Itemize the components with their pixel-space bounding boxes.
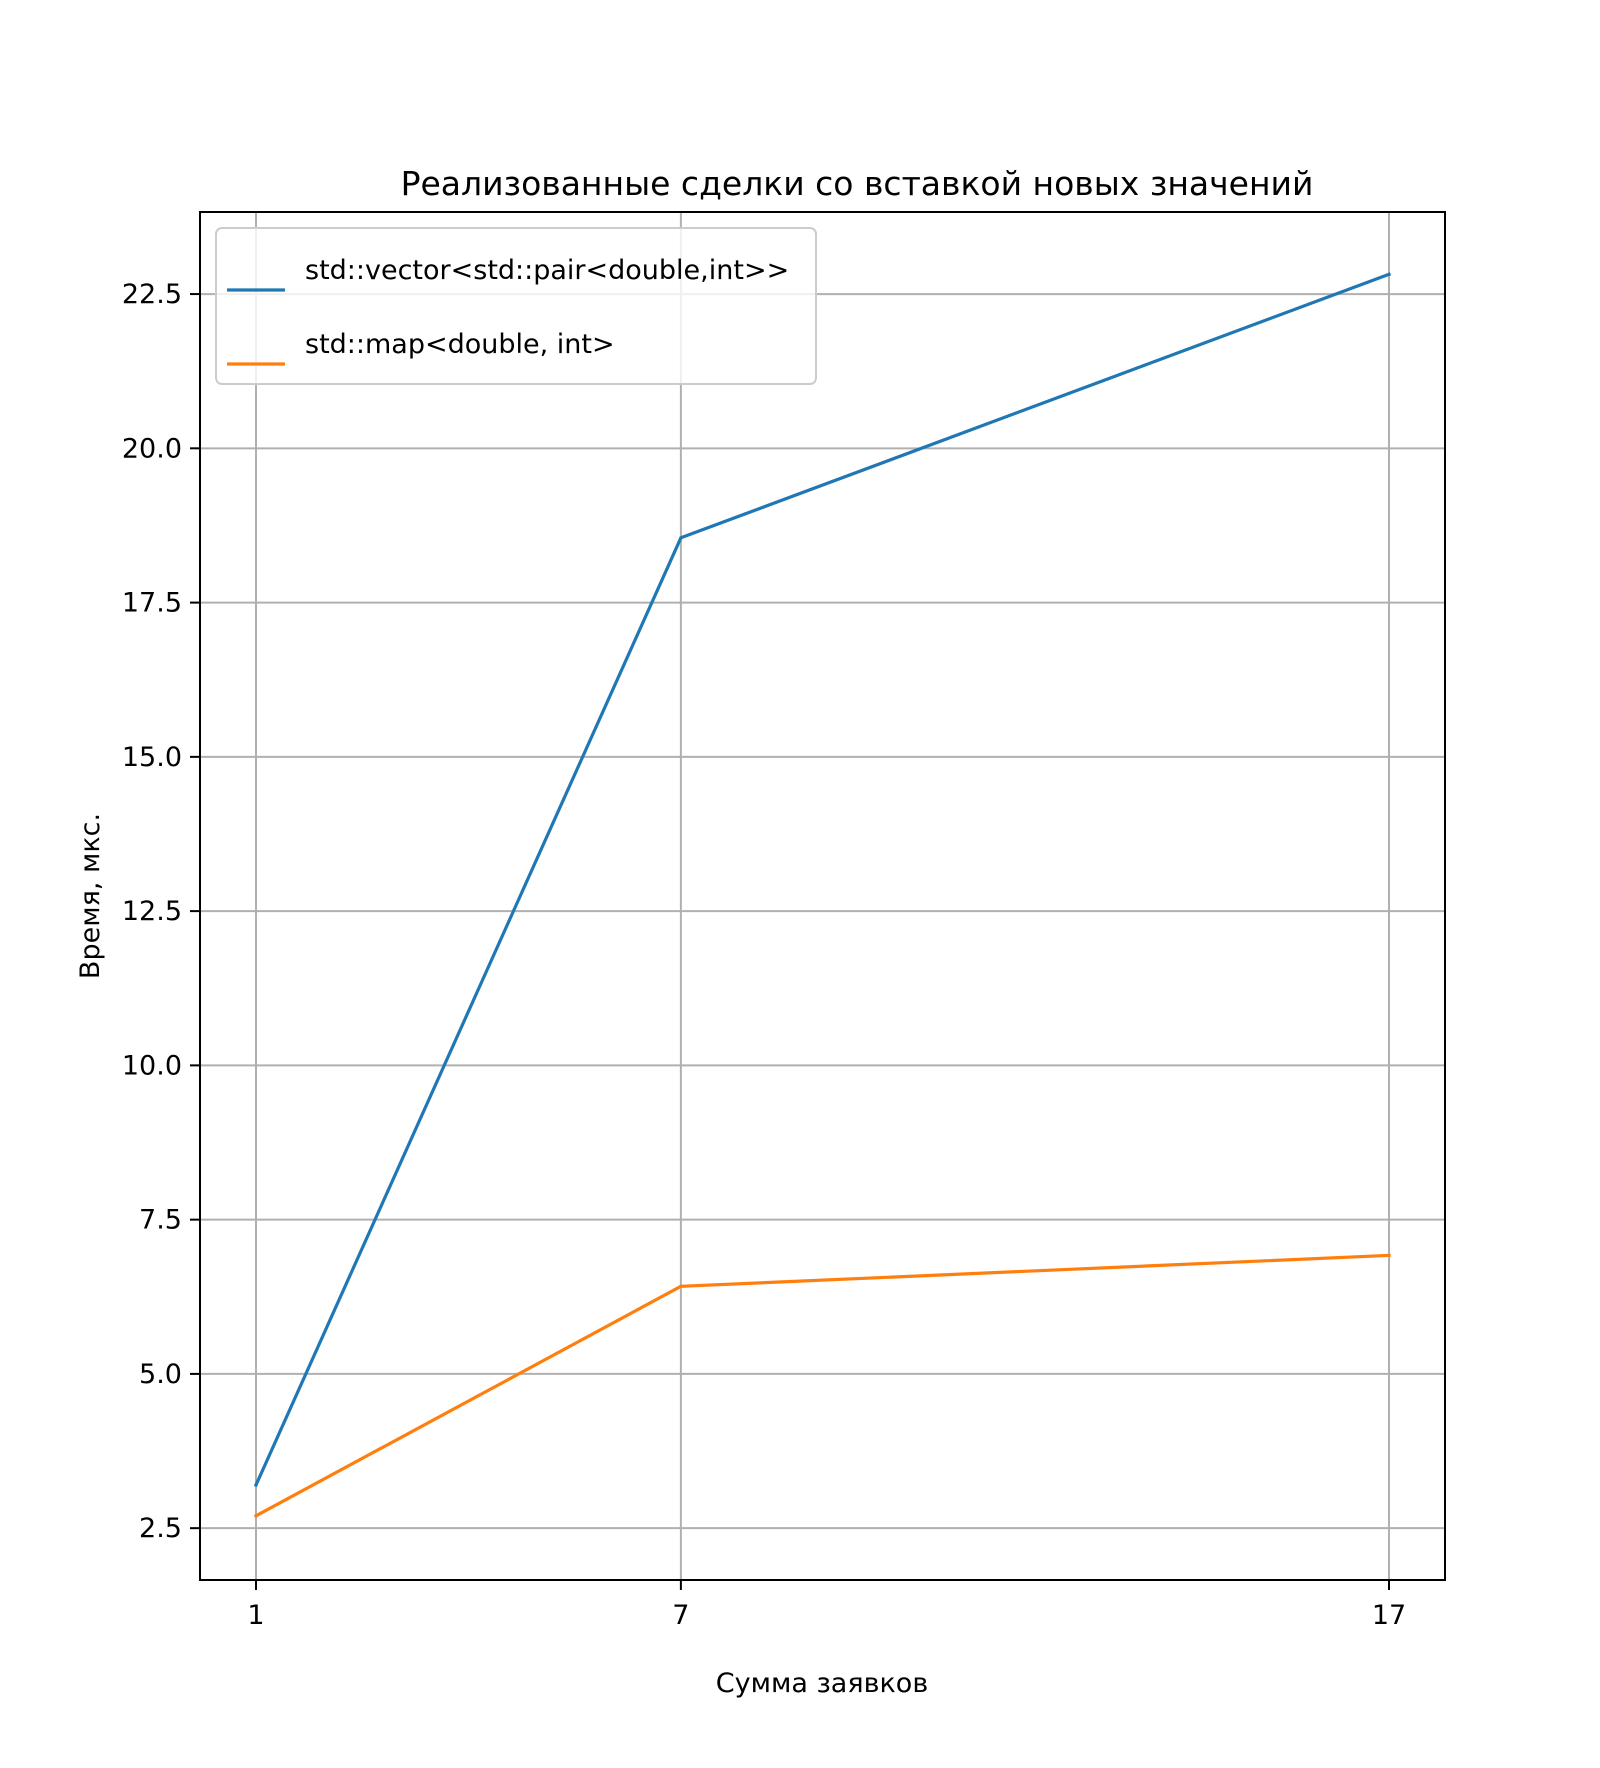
x-axis-ticks: 1 7 17 (247, 1580, 1406, 1631)
y-tick-label: 15.0 (122, 742, 182, 773)
x-tick-label: 1 (247, 1600, 264, 1631)
y-tick-label: 2.5 (139, 1513, 182, 1544)
legend: std::vector<std::pair<double,int>>std::m… (215, 227, 817, 385)
chart-title: Реализованные сделки со вставкой новых з… (401, 164, 1314, 203)
series-lines (253, 272, 1392, 1518)
legend-label: std::vector<std::pair<double,int>> (305, 255, 789, 286)
data-point (254, 1514, 258, 1518)
x-tick-label: 7 (672, 1600, 689, 1631)
plot-frame (199, 211, 1446, 1581)
y-axis-label: Время, мкс. (75, 813, 106, 979)
y-tick-label: 10.0 (122, 1050, 182, 1081)
x-axis-label: Сумма заявков (716, 1668, 929, 1699)
x-tick-label: 17 (1372, 1600, 1406, 1631)
y-tick-label: 20.0 (122, 433, 182, 464)
y-tick-label: 7.5 (139, 1205, 182, 1236)
data-point (679, 1284, 683, 1288)
data-point (1387, 272, 1391, 276)
y-axis-ticks: 2.5 5.0 7.5 10.0 12.5 15.0 17.5 20.0 22.5 (122, 279, 200, 1544)
data-point (254, 1483, 258, 1487)
data-point (679, 536, 683, 540)
y-tick-label: 5.0 (139, 1359, 182, 1390)
y-tick-label: 22.5 (122, 279, 182, 310)
legend-box (215, 227, 817, 385)
legend-label: std::map<double, int> (305, 329, 615, 360)
y-tick-label: 17.5 (122, 588, 182, 619)
y-tick-label: 12.5 (122, 896, 182, 927)
data-point (1387, 1253, 1391, 1258)
